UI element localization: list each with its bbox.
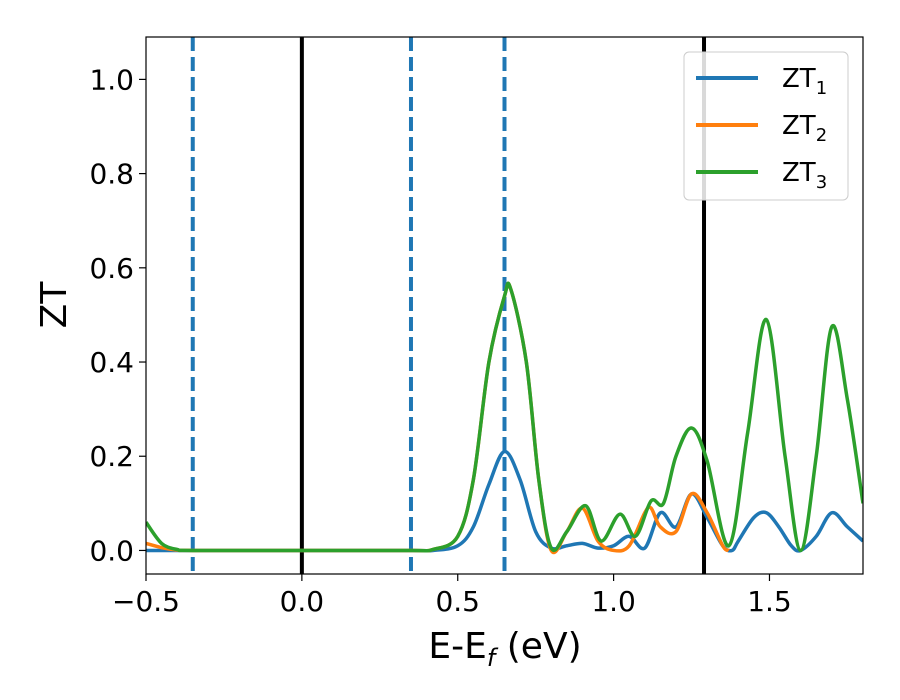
- x-tick-label: 0.0: [280, 585, 325, 618]
- y-tick-label: 0.4: [89, 346, 134, 379]
- y-tick-label: 1.0: [89, 63, 134, 96]
- y-tick-label: 0.2: [89, 440, 134, 473]
- plot-frame: [145, 36, 864, 575]
- y-tick-label: 0.0: [89, 534, 134, 567]
- legend-box: [683, 51, 849, 201]
- series-line-zt3: [146, 281, 863, 553]
- x-axis-label: E-Ef (eV): [428, 626, 581, 672]
- y-axis-label: ZT: [34, 281, 75, 329]
- series-lines: [146, 281, 863, 555]
- x-tick-label: 1.5: [747, 585, 792, 618]
- axis-ticks: −0.5 0.0 0.5 1.0 1.5 0.0 0.2 0.4 0.6 0.8 1.0: [89, 63, 791, 618]
- reference-lines: [190, 37, 707, 574]
- x-axis-label-main: E-E: [428, 626, 486, 667]
- legend-label-zt3: ZT3: [782, 158, 827, 193]
- x-tick-label: 1.0: [591, 585, 636, 618]
- x-tick-label: 0.5: [435, 585, 480, 618]
- y-axis-title: ZT: [34, 281, 75, 329]
- legend-label-zt2: ZT2: [782, 111, 827, 146]
- x-axis-label-unit: (eV): [495, 626, 581, 667]
- series-line-zt2: [146, 281, 731, 555]
- y-tick-label: 0.8: [89, 158, 134, 191]
- x-tick-label: −0.5: [112, 585, 180, 618]
- y-tick-label: 0.6: [89, 252, 134, 285]
- legend-label-zt1: ZT1: [782, 64, 827, 99]
- legend: ZT1 ZT2 ZT3: [683, 51, 849, 201]
